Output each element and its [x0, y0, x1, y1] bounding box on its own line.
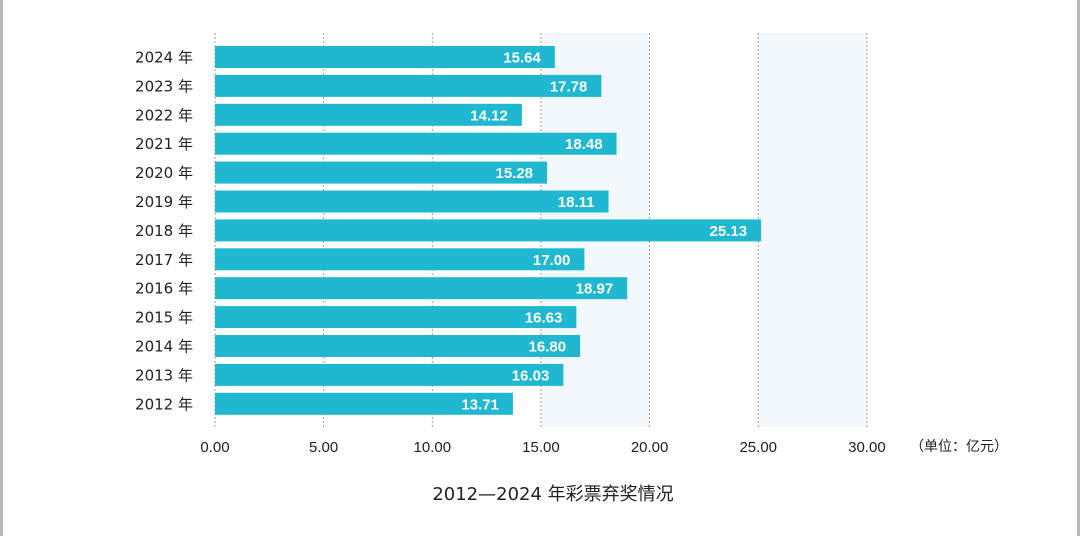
- category-label-6: 2018 年: [135, 222, 193, 240]
- bar-9: [215, 306, 577, 329]
- x-tick-label-0: 0.00: [200, 439, 229, 456]
- value-label-9: 16.63: [525, 310, 563, 327]
- x-tick-label-5: 25.00: [739, 439, 777, 456]
- bar-8: [215, 277, 628, 300]
- value-label-12: 13.71: [461, 396, 499, 413]
- x-tick-label-2: 10.00: [414, 439, 452, 456]
- x-tick-label-3: 15.00: [522, 439, 560, 456]
- x-tick-labels: 0.00 5.00 10.00 15.00 20.00 25.00 30.00: [200, 439, 885, 456]
- unit-label: （单位：亿元）: [910, 439, 1008, 455]
- category-label-10: 2014 年: [135, 338, 193, 356]
- category-label-7: 2017 年: [135, 251, 193, 269]
- value-label-11: 16.03: [512, 367, 550, 384]
- value-label-1: 17.78: [550, 78, 588, 95]
- x-tick-label-6: 30.00: [848, 439, 886, 456]
- bar-0: [215, 46, 555, 68]
- bar-12: [215, 392, 513, 415]
- value-label-6: 25.13: [710, 223, 748, 240]
- category-label-1: 2023 年: [135, 77, 193, 95]
- bar-10: [215, 335, 581, 357]
- bar-7: [215, 248, 585, 271]
- category-label-3: 2021 年: [135, 135, 193, 153]
- value-label-0: 15.64: [503, 50, 541, 67]
- value-label-10: 16.80: [529, 339, 567, 356]
- category-label-0: 2024 年: [135, 49, 193, 67]
- bar-2: [215, 103, 522, 126]
- chart-title: 2012—2024 年彩票弃奖情况: [432, 484, 673, 505]
- bar-4: [215, 161, 548, 184]
- bar-3: [215, 132, 617, 155]
- category-label-9: 2015 年: [135, 309, 193, 327]
- category-label-4: 2020 年: [135, 164, 193, 182]
- value-label-5: 18.11: [558, 194, 595, 211]
- category-label-11: 2013 年: [135, 366, 193, 384]
- value-label-2: 14.12: [470, 107, 508, 124]
- value-label-4: 15.28: [495, 165, 533, 182]
- x-tick-label-1: 5.00: [309, 439, 338, 456]
- category-labels: 2024 年 2023 年 2022 年 2021 年 2020 年 2019 年 2018…: [135, 49, 193, 414]
- bar-11: [215, 363, 564, 386]
- background-band-1: [758, 33, 867, 427]
- x-tick-label-4: 20.00: [631, 439, 669, 456]
- bars-group: 15.64 17.78 14.12 18.48 15.28 18.11 25.13 17.00…: [215, 46, 762, 415]
- category-label-12: 2012 年: [135, 395, 193, 413]
- category-label-5: 2019 年: [135, 193, 193, 211]
- value-label-7: 17.00: [533, 252, 571, 269]
- value-label-8: 18.97: [576, 281, 614, 298]
- bar-6: [215, 219, 762, 242]
- bar-5: [215, 190, 609, 213]
- bar-1: [215, 74, 602, 97]
- category-label-8: 2016 年: [135, 280, 193, 298]
- value-label-3: 18.48: [565, 136, 603, 153]
- category-label-2: 2022 年: [135, 106, 193, 124]
